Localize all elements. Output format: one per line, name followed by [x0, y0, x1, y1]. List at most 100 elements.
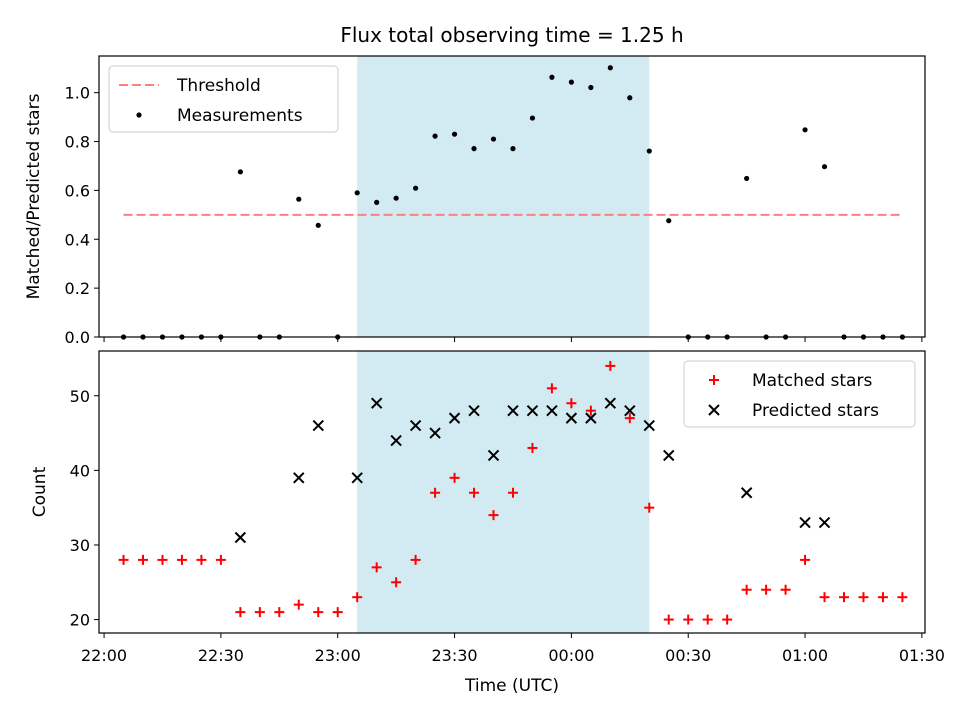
- predicted-star-point: [409, 419, 422, 432]
- matched-star-point: [819, 592, 830, 603]
- measurement-point: [432, 133, 438, 139]
- y-tick-label: 20: [70, 611, 90, 630]
- top-panel: 0.0 0.2 0.4 0.6 0.8 1.0: [65, 55, 926, 347]
- matched-star-point: [800, 554, 811, 565]
- predicted-star-point: [448, 412, 461, 424]
- legend-measurement-swatch: [136, 112, 142, 118]
- predicted-star-point: [526, 404, 539, 417]
- predicted-star-mark-b: [663, 449, 675, 462]
- matched-star-point: [215, 554, 226, 565]
- legend-box: [683, 360, 916, 428]
- predicted-star-mark-b: [546, 404, 558, 417]
- predicted-star-point: [351, 472, 363, 484]
- bottom-panel: 20 30 40 50 22:00 22:30 23:00 23:30 00:00 00:30 01…: [70, 350, 945, 665]
- measurement-point: [529, 115, 536, 121]
- predicted-star-point: [624, 404, 636, 417]
- y-tick-label: 0.4: [65, 230, 90, 249]
- legend-predicted-swatch-b: [708, 404, 720, 416]
- predicted-star-mark-b: [487, 449, 500, 462]
- matched-star-point: [469, 487, 480, 498]
- matched-star-point: [644, 502, 655, 513]
- measurement-point: [607, 65, 613, 71]
- measurement-point: [510, 146, 516, 152]
- legend-label: Matched stars: [752, 371, 872, 391]
- matched-star-point: [877, 592, 888, 603]
- x-tick-label: 01:00: [782, 646, 828, 665]
- y-tick-label: 30: [70, 536, 90, 555]
- predicted-star-point: [546, 404, 558, 417]
- matched-star-point: [527, 442, 538, 453]
- predicted-star-point: [585, 412, 597, 424]
- matched-star-point: [138, 554, 149, 565]
- predicted-star-mark-b: [468, 404, 480, 417]
- x-tick-label: 00:00: [548, 646, 594, 665]
- top-y-axis-label: Matched/Predicted stars: [24, 93, 44, 299]
- x-tick-label: 23:00: [315, 646, 361, 665]
- y-tick-label: 0.2: [65, 279, 90, 298]
- matched-star-point: [624, 413, 635, 424]
- measurement-point: [413, 185, 419, 191]
- measurement-point: [237, 169, 243, 175]
- matched-star-point: [352, 592, 363, 603]
- measurement-point: [821, 164, 828, 170]
- predicted-star-mark-b: [565, 412, 578, 424]
- predicted-star-point: [604, 397, 617, 409]
- matched-star-point: [702, 614, 713, 625]
- axes-frame: [98, 55, 926, 338]
- measurement-point: [646, 148, 652, 154]
- matched-star-point: [196, 554, 207, 565]
- measurement-point: [588, 84, 594, 91]
- predicted-star-mark-b: [448, 412, 461, 424]
- matched-star-point: [507, 487, 518, 498]
- predicted-star-point: [370, 397, 383, 409]
- predicted-star-point: [507, 404, 519, 417]
- x-tick-label: 22:30: [198, 646, 244, 665]
- predicted-star-mark-b: [740, 487, 753, 499]
- axes-frame: [98, 350, 926, 634]
- matched-star-point: [585, 405, 596, 416]
- matched-star-point: [683, 614, 694, 625]
- predicted-star-mark-b: [409, 419, 422, 432]
- predicted-star-mark-b: [799, 516, 811, 529]
- predicted-star-mark-b: [429, 427, 441, 439]
- predicted-star-point: [818, 516, 831, 529]
- legend-box: [108, 65, 339, 133]
- predicted-star-point: [740, 487, 753, 499]
- matched-star-point: [663, 614, 674, 625]
- legend: Threshold Measurements: [108, 65, 339, 133]
- predicted-star-mark-b: [390, 434, 402, 447]
- matched-star-point: [410, 554, 421, 565]
- matched-star-point: [897, 592, 908, 603]
- matched-star-point: [391, 577, 402, 588]
- matched-star-point: [566, 398, 577, 409]
- measurement-point: [451, 131, 458, 137]
- measurement-point: [802, 127, 808, 133]
- y-tick-label: 50: [70, 387, 90, 406]
- y-tick-label: 40: [70, 461, 90, 480]
- chart-title: Flux total observing time = 1.25 h: [340, 23, 683, 47]
- predicted-star-mark-b: [526, 404, 539, 417]
- measurement-point: [568, 79, 574, 85]
- legend-label: Threshold: [176, 76, 261, 96]
- measurement-point: [393, 195, 399, 201]
- predicted-star-point: [234, 531, 247, 544]
- predicted-star-point: [468, 404, 480, 417]
- y-tick-label: 1.0: [65, 84, 90, 103]
- predicted-star-mark-b: [370, 397, 383, 409]
- measurement-point: [471, 146, 477, 152]
- x-tick-label: 23:30: [432, 646, 478, 665]
- matched-star-point: [371, 562, 382, 573]
- matched-star-point: [741, 584, 752, 595]
- predicted-star-mark-b: [312, 419, 324, 432]
- measurement-point: [315, 222, 321, 228]
- matched-star-point: [293, 599, 304, 610]
- legend-label: Measurements: [177, 106, 303, 126]
- predicted-star-mark-b: [351, 472, 363, 484]
- matched-star-point: [274, 607, 285, 618]
- matched-star-point: [235, 607, 246, 618]
- x-axis-label: Time (UTC): [464, 676, 559, 696]
- y-tick-label: 0.0: [65, 328, 90, 347]
- matched-star-point: [157, 554, 168, 565]
- bottom-y-axis-label: Count: [30, 466, 50, 517]
